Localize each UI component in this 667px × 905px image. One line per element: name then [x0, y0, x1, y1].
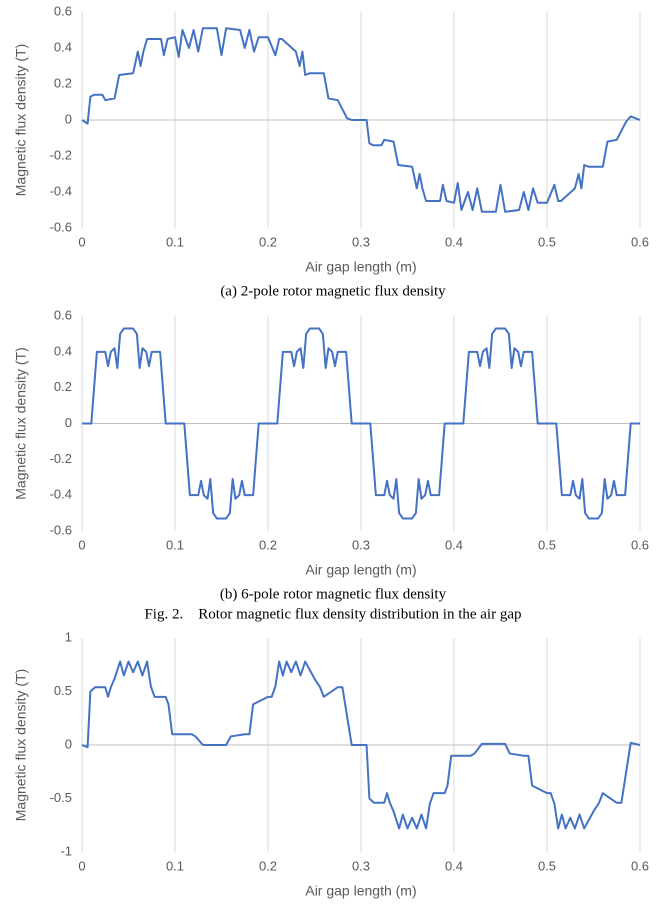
y-axis-title: Magnetic flux density (T)	[13, 44, 29, 197]
x-tick-label: 0	[78, 537, 85, 552]
x-tick-label: 0.3	[352, 858, 370, 873]
y-tick-label: -0.4	[50, 183, 72, 198]
x-tick-label: 0.5	[538, 537, 556, 552]
x-tick-label: 0.6	[631, 234, 649, 249]
x-tick-label: 0	[78, 234, 85, 249]
y-tick-label: 0.2	[54, 379, 72, 394]
x-axis-title: Air gap length (m)	[305, 883, 416, 899]
x-tick-label: 0.5	[538, 234, 556, 249]
x-tick-label: 0.6	[631, 537, 649, 552]
y-tick-label: 0	[65, 736, 72, 751]
x-tick-label: 0.2	[259, 858, 277, 873]
y-axis-title: Magnetic flux density (T)	[13, 347, 29, 500]
y-tick-label: -0.6	[50, 219, 72, 234]
x-tick-label: 0.3	[352, 234, 370, 249]
x-tick-label: 0.1	[166, 537, 184, 552]
x-tick-label: 0	[78, 858, 85, 873]
y-tick-label: -0.4	[50, 487, 72, 502]
data-line	[81, 27, 641, 213]
y-tick-label: 0	[65, 111, 72, 126]
y-tick-label: -0.2	[50, 147, 72, 162]
x-axis-title: Air gap length (m)	[305, 259, 416, 275]
y-tick-label: -0.2	[50, 451, 72, 466]
x-tick-label: 0.6	[631, 858, 649, 873]
x-tick-label: 0.4	[445, 858, 463, 873]
y-tick-label: 0.5	[54, 683, 72, 698]
y-tick-label: 0.6	[54, 3, 72, 18]
x-tick-label: 0.4	[445, 537, 463, 552]
x-tick-label: 0.1	[166, 234, 184, 249]
y-tick-label: 0.4	[54, 39, 72, 54]
figure-caption: Fig. 2. Rotor magnetic flux density dist…	[144, 606, 521, 622]
y-tick-label: 0.6	[54, 307, 72, 322]
data-line	[82, 327, 640, 520]
y-tick-label: 0	[65, 415, 72, 430]
x-tick-label: 0.4	[445, 234, 463, 249]
y-tick-label: -0.5	[50, 790, 72, 805]
x-tick-label: 0.2	[259, 234, 277, 249]
y-tick-label: -1	[60, 843, 72, 858]
x-axis-title: Air gap length (m)	[305, 562, 416, 578]
data-line	[81, 660, 641, 830]
y-tick-label: 0.4	[54, 343, 72, 358]
y-tick-label: 1	[65, 629, 72, 644]
x-tick-label: 0.1	[166, 858, 184, 873]
x-tick-label: 0.2	[259, 537, 277, 552]
chart-caption: (b) 6-pole rotor magnetic flux density	[220, 586, 447, 602]
y-tick-label: 0.2	[54, 75, 72, 90]
y-axis-title: Magnetic flux density (T)	[13, 669, 29, 822]
chart-caption: (a) 2-pole rotor magnetic flux density	[220, 283, 446, 299]
x-tick-label: 0.5	[538, 858, 556, 873]
x-tick-label: 0.3	[352, 537, 370, 552]
y-tick-label: -0.6	[50, 522, 72, 537]
